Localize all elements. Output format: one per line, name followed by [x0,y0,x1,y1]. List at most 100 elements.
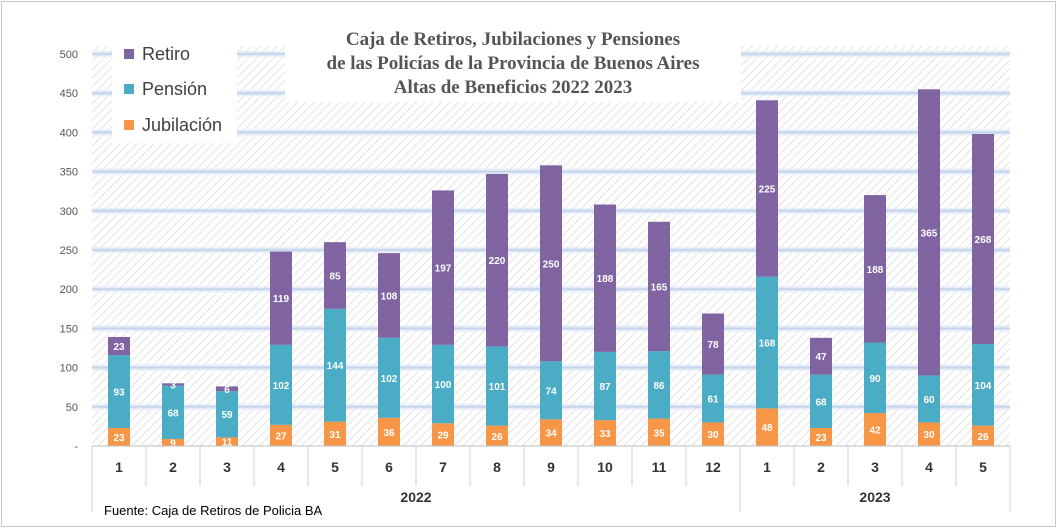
bar-segment [810,427,832,446]
data-label: 30 [923,430,935,441]
legend-item-jubilacion: Jubilación [124,115,222,135]
x-tick-label: 11 [652,459,667,475]
bar-segment [270,424,292,446]
y-tick-label: 450 [60,88,78,100]
bar-segment [324,242,346,309]
x-tick-label: 3 [871,459,879,475]
chart-title: Caja de Retiros, Jubilaciones y Pensione… [285,28,741,102]
bar-segment [378,337,400,418]
bar-segment [810,374,832,428]
data-label: 102 [381,374,398,385]
bar-segment [702,374,724,423]
data-label: 48 [761,423,773,434]
bar-segment [972,133,994,345]
bar-segment [270,344,292,425]
data-label: 93 [113,388,125,399]
x-tick-label: 5 [331,459,339,475]
x-tick-label: 5 [979,459,987,475]
data-label: 60 [923,395,935,406]
data-label: 6 [224,385,230,396]
bar-segment [702,313,724,375]
bar-segment [162,438,184,446]
bar-segment [216,437,238,446]
x-tick-label: 2 [169,459,177,475]
bar-segment [864,342,886,414]
data-label: 165 [651,282,668,293]
y-tick-label: 300 [60,206,78,218]
data-label: 90 [869,374,881,385]
bar-segment [108,337,130,356]
data-label: 108 [381,291,398,302]
bar-segment [216,386,238,392]
data-label: 250 [543,259,560,270]
legend-label-jubilacion: Jubilación [142,114,223,135]
title-line-1: Caja de Retiros, Jubilaciones y Pensione… [345,29,681,50]
y-axis: - 50 100 150 200 250 300 350 400 450 500 [60,49,79,453]
data-label: 30 [707,430,719,441]
bar-segment [486,425,508,446]
data-label: 68 [167,408,179,419]
legend-swatch-pension [124,84,134,94]
data-label: 23 [113,433,125,444]
bar-segment [864,413,886,446]
bar-segment [324,308,346,422]
data-label: 144 [327,361,344,372]
bar-segment [216,391,238,438]
data-label: 87 [599,382,611,393]
data-label: 42 [869,426,881,437]
data-label: 23 [113,342,125,353]
source-note: Fuente: Caja de Retiros de Policia BA [104,503,323,518]
bar-segment [648,221,670,352]
x-tick-label: 3 [223,459,231,475]
y-tick-label: 50 [66,402,78,414]
x-tick-label: 10 [597,459,613,475]
data-label: 23 [815,433,827,444]
bar-segment [918,422,940,446]
data-label: 47 [815,352,827,363]
y-tick-label: 250 [60,245,78,257]
data-label: 35 [653,428,665,439]
y-tick-label: 500 [60,49,78,61]
data-label: 59 [221,410,233,421]
data-label: 31 [329,430,341,441]
data-label: 104 [975,381,992,392]
x-tick-label: 4 [277,459,285,475]
data-label: 86 [653,381,665,392]
bar-segment [918,375,940,423]
bar-segment [702,422,724,446]
data-label: 26 [491,432,503,443]
bar-segment [594,351,616,421]
bar-segment [594,204,616,352]
data-label: 36 [383,428,395,439]
data-label: 102 [273,381,290,392]
legend-label-pension: Pensión [142,78,208,99]
bar-segment [432,344,454,424]
data-label: 365 [921,228,938,239]
bar-segment [756,276,778,409]
data-label: 68 [815,397,827,408]
x-tick-label: 2 [817,459,825,475]
legend-item-retiro: Retiro [124,44,190,64]
data-label: 188 [597,274,614,285]
x-tick-label: 1 [115,459,123,475]
data-label: 188 [867,265,884,276]
bar-segment [864,195,886,343]
bar-segment [486,173,508,347]
data-label: 3 [170,380,176,391]
data-label: 78 [707,340,719,351]
data-label: 27 [275,431,287,442]
x-tick-label: 6 [385,459,393,475]
data-label: 119 [273,294,290,305]
legend-label-retiro: Retiro [142,43,191,64]
bar-segment [810,337,832,375]
bar-segment [324,421,346,446]
bar-segment [378,417,400,446]
data-label: 61 [707,395,719,406]
bar-segment [378,253,400,338]
data-label: 101 [489,382,506,393]
title-line-3: Altas de Beneficios 2022 2023 [393,77,633,98]
x-tick-label: 8 [493,459,501,475]
x-group-label: 2022 [400,489,431,505]
x-group-label: 2023 [859,489,890,505]
